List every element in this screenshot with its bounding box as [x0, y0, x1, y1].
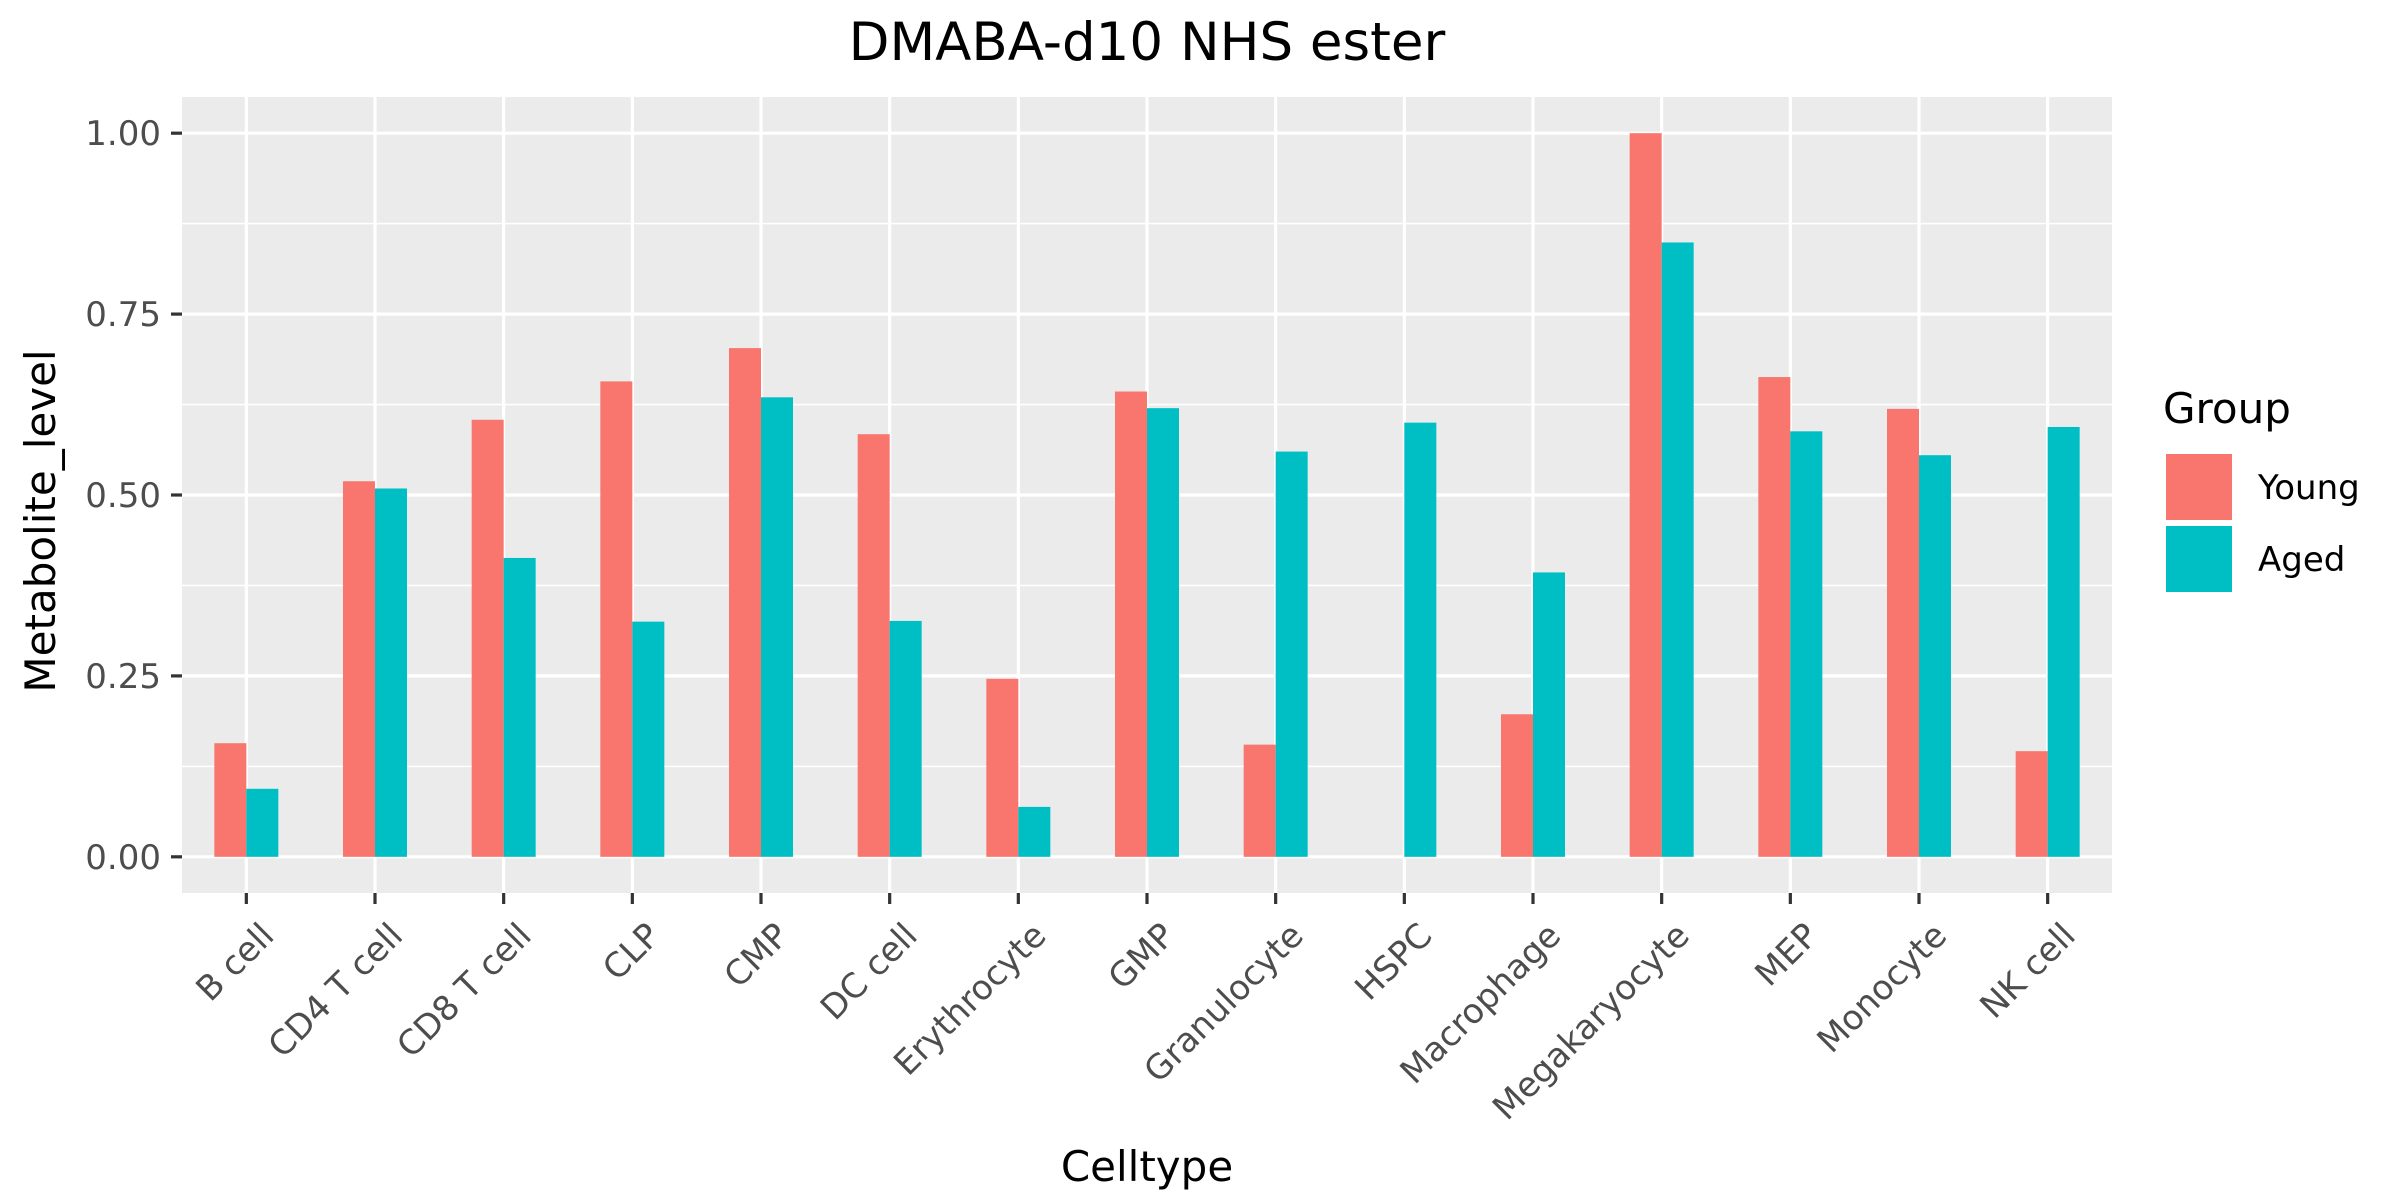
bar-aged-10	[1533, 572, 1565, 857]
legend-label-aged: Aged	[2258, 540, 2345, 580]
bar-young-6	[986, 678, 1019, 857]
y-tick-label: 0.25	[85, 657, 161, 697]
y-axis: 0.00 0.25 0.50 0.75 1.00	[85, 114, 182, 878]
legend-label-young: Young	[2257, 468, 2360, 508]
bar-aged-0	[246, 788, 279, 857]
y-tick-label: 0.75	[85, 295, 161, 335]
bar-young-0	[214, 743, 247, 857]
x-tick-label: CLP	[595, 916, 668, 989]
bar-young-13	[1887, 408, 1919, 857]
bar-young-11	[1629, 133, 1662, 857]
bar-young-1	[343, 481, 375, 857]
x-tick-label: NK cell	[1973, 916, 2084, 1027]
bar-young-2	[471, 419, 504, 857]
legend: Group Young Aged	[2163, 384, 2360, 592]
bar-aged-1	[375, 488, 407, 857]
bar-young-5	[857, 434, 890, 857]
x-tick-label: B cell	[188, 916, 282, 1010]
legend-key-young	[2166, 454, 2232, 520]
x-tick-label: GMP	[1101, 916, 1183, 998]
chart-title: DMABA-d10 NHS ester	[849, 12, 1446, 73]
bar-aged-8	[1275, 451, 1308, 857]
x-tick-label: Monocyte	[1810, 916, 1955, 1061]
bar-aged-14	[2047, 426, 2080, 857]
bar-young-12	[1758, 377, 1791, 857]
x-axis-title: Celltype	[1061, 1142, 1233, 1191]
bar-aged-12	[1790, 431, 1823, 857]
legend-title: Group	[2163, 384, 2291, 433]
bar-young-14	[2015, 751, 2048, 857]
bar-aged-5	[889, 620, 922, 857]
x-tick-label: CD4 T cell	[261, 916, 411, 1066]
bar-aged-3	[632, 621, 665, 857]
bar-young-7	[1115, 391, 1147, 857]
bar-aged-9	[1404, 422, 1437, 857]
bar-aged-6	[1018, 806, 1051, 857]
bar-young-4	[729, 348, 761, 857]
bar-young-8	[1243, 744, 1276, 857]
y-axis-title: Metabolite_level	[16, 349, 65, 692]
x-tick-label: CD8 T cell	[389, 916, 539, 1066]
y-tick-label: 1.00	[85, 114, 161, 154]
bar-young-3	[600, 381, 633, 857]
x-tick-label: MEP	[1748, 916, 1827, 995]
bar-aged-11	[1661, 242, 1694, 857]
bar-young-10	[1501, 714, 1533, 857]
bar-aged-2	[503, 557, 536, 857]
bar-aged-7	[1147, 408, 1179, 857]
x-tick-label: HSPC	[1347, 916, 1440, 1009]
legend-key-aged	[2166, 526, 2232, 592]
y-tick-label: 0.50	[85, 476, 161, 516]
bar-aged-13	[1919, 455, 1951, 857]
x-tick-label: CMP	[717, 916, 797, 996]
x-tick-label: DC cell	[813, 916, 926, 1029]
bars	[214, 133, 2080, 857]
bar-aged-4	[761, 397, 793, 857]
y-tick-label: 0.00	[85, 838, 161, 878]
